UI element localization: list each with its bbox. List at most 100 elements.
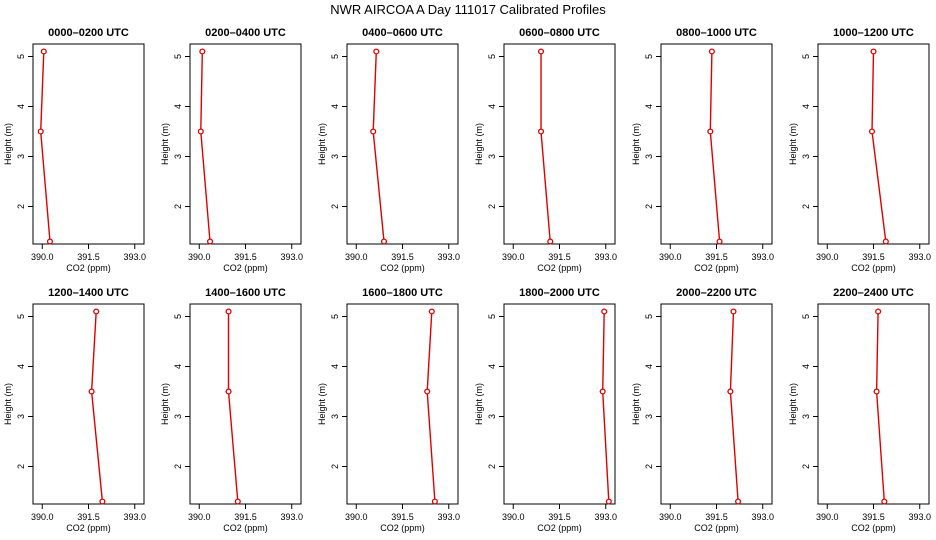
profile-panel: 1400–1600 UTC 390.0 391.5 393.0 CO2 (ppm) 2 3 4… <box>160 287 303 533</box>
profile-panel: 0400–0600 UTC 390.0 391.5 393.0 CO2 (ppm) 2 3 4… <box>317 27 460 273</box>
data-point <box>735 498 742 505</box>
data-point <box>605 498 612 505</box>
y-tick-label: 5 <box>173 54 183 59</box>
plot-frame <box>32 43 145 245</box>
y-tick-label: 4 <box>16 364 26 369</box>
y-tick-label: 3 <box>801 414 811 419</box>
y-axis-label: Height (m) <box>631 123 641 165</box>
x-tick-label: 393.0 <box>280 512 303 522</box>
y-axis-label: Height (m) <box>317 383 327 425</box>
plot-frame <box>660 303 773 505</box>
y-tick-label: 3 <box>801 154 811 159</box>
data-point <box>225 388 232 395</box>
data-point <box>40 48 47 55</box>
data-point <box>428 308 435 315</box>
y-tick-label: 5 <box>487 54 497 59</box>
y-axis-label: Height (m) <box>3 123 13 165</box>
panel-title: 2000–2200 UTC <box>676 287 757 299</box>
y-tick-label: 3 <box>644 154 654 159</box>
x-tick-label: 391.5 <box>548 252 571 262</box>
panel-title: 0400–0600 UTC <box>362 27 443 39</box>
profile-panel: 2000–2200 UTC 390.0 391.5 393.0 CO2 (ppm) 2 3 4… <box>631 287 774 533</box>
data-point <box>197 128 204 135</box>
x-axis-label: CO2 (ppm) <box>66 523 111 533</box>
profile-panel: 0000–0200 UTC 390.0 391.5 393.0 CO2 (ppm) 2 3 4… <box>3 27 146 273</box>
y-tick-label: 4 <box>16 104 26 109</box>
y-tick-label: 3 <box>487 154 497 159</box>
y-tick-label: 2 <box>173 464 183 469</box>
plot-frame <box>189 43 302 245</box>
data-point <box>882 238 889 245</box>
data-point <box>730 308 737 315</box>
y-tick-label: 3 <box>330 154 340 159</box>
profile-line <box>871 51 887 242</box>
y-tick-label: 2 <box>16 464 26 469</box>
x-tick-label: 391.5 <box>862 512 885 522</box>
data-point <box>547 238 554 245</box>
y-tick-label: 4 <box>173 364 183 369</box>
data-point <box>380 238 388 245</box>
profile-line <box>426 311 436 502</box>
y-axis-label: Height (m) <box>474 383 484 425</box>
y-tick-label: 5 <box>173 314 183 319</box>
y-tick-label: 5 <box>330 54 340 59</box>
y-axis-label: Height (m) <box>631 383 641 425</box>
data-point <box>868 128 876 135</box>
data-point <box>537 48 545 55</box>
data-point <box>870 48 877 55</box>
x-tick-label: 391.5 <box>391 252 414 262</box>
data-point <box>601 308 608 315</box>
x-tick-label: 391.5 <box>77 252 100 262</box>
y-tick-label: 2 <box>487 204 497 209</box>
y-tick-label: 5 <box>330 314 340 319</box>
x-tick-label: 391.5 <box>234 252 257 262</box>
x-tick-label: 390.0 <box>188 252 211 262</box>
panel-title: 0600–0800 UTC <box>519 27 600 39</box>
data-point <box>93 308 100 315</box>
x-tick-label: 393.0 <box>280 252 303 262</box>
y-tick-label: 5 <box>801 314 811 319</box>
y-tick-label: 5 <box>16 54 26 59</box>
panel-title: 1600–1800 UTC <box>362 287 443 299</box>
x-tick-label: 393.0 <box>594 252 617 262</box>
y-tick-label: 3 <box>173 414 183 419</box>
y-tick-label: 2 <box>644 204 654 209</box>
profile-panel: 1800–2000 UTC 390.0 391.5 393.0 CO2 (ppm) 2 3 4… <box>474 287 617 533</box>
y-axis-label: Height (m) <box>788 383 798 425</box>
y-tick-label: 2 <box>330 204 340 209</box>
x-tick-label: 391.5 <box>548 512 571 522</box>
panel-title: 0000–0200 UTC <box>48 27 129 39</box>
profile-line <box>227 311 239 502</box>
x-tick-label: 390.0 <box>659 252 682 262</box>
y-tick-label: 4 <box>644 104 654 109</box>
plot-frame <box>189 303 302 505</box>
y-axis-label: Height (m) <box>160 383 170 425</box>
y-tick-label: 2 <box>487 464 497 469</box>
x-tick-label: 390.0 <box>659 512 682 522</box>
plot-frame <box>346 303 459 505</box>
x-tick-label: 390.0 <box>31 512 54 522</box>
profile-panel: 0200–0400 UTC 390.0 391.5 393.0 CO2 (ppm) 2 3 4… <box>160 27 303 273</box>
x-axis-label: CO2 (ppm) <box>66 263 111 273</box>
data-point <box>46 238 54 245</box>
y-tick-label: 2 <box>801 464 811 469</box>
y-axis-label: Height (m) <box>3 383 13 425</box>
data-point <box>99 498 106 505</box>
x-tick-label: 391.5 <box>862 252 885 262</box>
x-axis-label: CO2 (ppm) <box>223 523 268 533</box>
plot-frame <box>817 303 930 505</box>
x-axis-label: CO2 (ppm) <box>694 263 739 273</box>
x-axis-label: CO2 (ppm) <box>537 263 582 273</box>
data-point <box>373 48 380 55</box>
x-tick-label: 393.0 <box>908 252 931 262</box>
y-tick-label: 2 <box>173 204 183 209</box>
data-point <box>199 48 206 55</box>
data-point <box>424 388 431 395</box>
x-tick-label: 393.0 <box>437 252 460 262</box>
x-tick-label: 393.0 <box>123 252 146 262</box>
data-point <box>599 388 606 395</box>
profile-panel: 0800–1000 UTC 390.0 391.5 393.0 CO2 (ppm) 2 3 4… <box>631 27 774 273</box>
y-axis-label: Height (m) <box>474 123 484 165</box>
profile-line <box>601 311 610 502</box>
